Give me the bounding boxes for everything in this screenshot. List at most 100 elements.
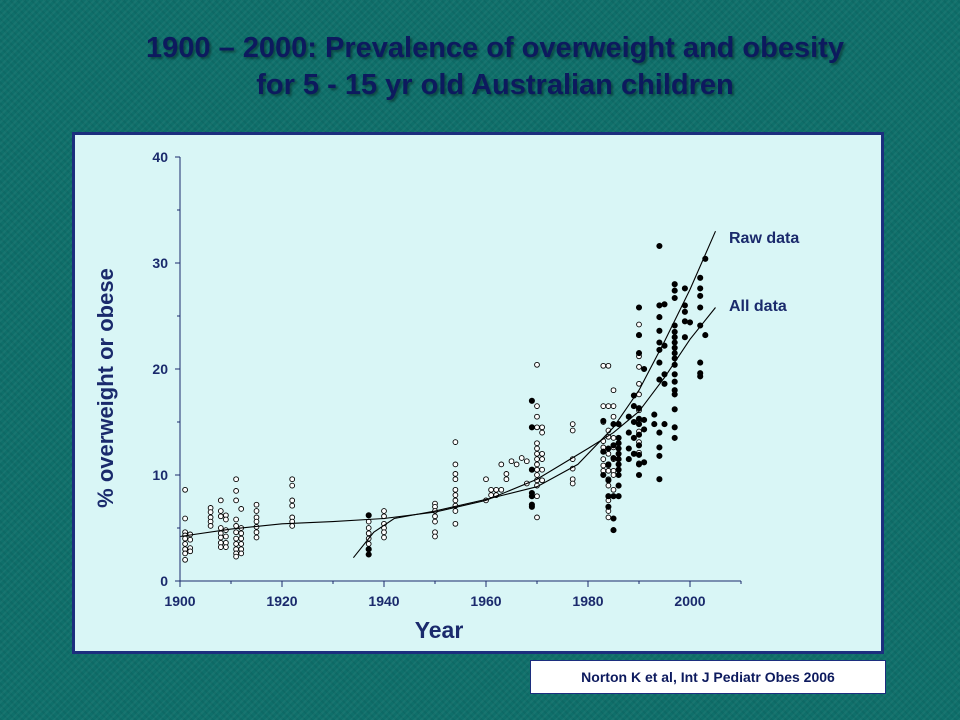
filled-data-point bbox=[697, 373, 704, 380]
filled-data-point bbox=[697, 274, 704, 281]
open-data-point bbox=[452, 497, 459, 504]
open-data-point bbox=[452, 492, 459, 498]
open-data-point bbox=[605, 467, 612, 474]
filled-data-point bbox=[656, 476, 663, 483]
open-data-point bbox=[365, 530, 372, 537]
marker-layer bbox=[182, 242, 709, 563]
open-data-point bbox=[223, 544, 229, 550]
trend-curve-raw-data bbox=[352, 230, 717, 559]
y-tick-label-40: 40 bbox=[152, 149, 168, 165]
filled-data-point bbox=[697, 292, 704, 299]
filled-data-point bbox=[605, 461, 612, 468]
filled-data-point bbox=[671, 434, 678, 441]
filled-data-point bbox=[625, 445, 632, 452]
filled-data-point bbox=[671, 281, 678, 288]
x-tick-label-1940: 1940 bbox=[368, 593, 399, 609]
filled-data-point bbox=[661, 301, 668, 308]
filled-data-point bbox=[671, 350, 678, 357]
curve-layer bbox=[179, 230, 717, 559]
filled-data-point bbox=[656, 327, 663, 334]
open-data-point bbox=[636, 321, 642, 328]
open-data-point bbox=[217, 544, 224, 550]
filled-data-point bbox=[656, 452, 663, 459]
open-data-point bbox=[233, 541, 239, 547]
filled-data-point bbox=[671, 287, 678, 294]
open-data-point bbox=[534, 403, 540, 409]
open-data-point bbox=[238, 535, 245, 542]
open-data-point bbox=[233, 523, 239, 529]
open-data-point bbox=[381, 508, 387, 514]
filled-data-point bbox=[528, 397, 535, 404]
scatter-chart: 0 10 20 30 40 1900 1920 1940 1960 1980 2000 Raw da… bbox=[93, 149, 799, 643]
filled-data-point bbox=[600, 471, 607, 479]
filled-data-point bbox=[702, 332, 709, 339]
open-data-point bbox=[600, 403, 607, 409]
open-data-point bbox=[539, 429, 545, 436]
filled-data-point bbox=[635, 332, 643, 339]
filled-data-point bbox=[630, 450, 637, 457]
open-data-point bbox=[610, 472, 617, 478]
open-data-point bbox=[488, 492, 494, 498]
filled-data-point bbox=[635, 461, 643, 468]
filled-data-point bbox=[528, 503, 535, 510]
filled-data-point bbox=[641, 365, 648, 373]
open-data-point bbox=[610, 486, 617, 493]
open-data-point bbox=[610, 403, 617, 409]
open-data-point bbox=[539, 456, 545, 462]
open-data-point bbox=[381, 534, 387, 541]
open-data-point bbox=[233, 553, 239, 560]
open-data-point bbox=[605, 450, 612, 457]
open-data-point bbox=[605, 362, 612, 369]
open-data-point bbox=[432, 513, 438, 520]
open-data-point bbox=[452, 520, 459, 527]
open-data-point bbox=[233, 535, 239, 542]
open-data-point bbox=[289, 502, 296, 509]
filled-data-point bbox=[605, 493, 612, 500]
filled-data-point bbox=[635, 431, 643, 438]
open-data-point bbox=[223, 533, 229, 540]
filled-data-point bbox=[600, 417, 607, 424]
open-data-point bbox=[534, 461, 540, 468]
x-tick-label-1920: 1920 bbox=[266, 593, 297, 609]
open-data-point bbox=[289, 482, 296, 489]
filled-data-point bbox=[656, 376, 663, 383]
filled-data-point bbox=[605, 503, 612, 510]
filled-data-point bbox=[635, 471, 643, 479]
filled-data-point bbox=[661, 421, 668, 428]
open-data-point bbox=[493, 486, 500, 493]
open-data-point bbox=[217, 497, 224, 504]
filled-data-point bbox=[615, 440, 622, 447]
filled-data-point bbox=[365, 512, 372, 519]
filled-data-point bbox=[625, 429, 632, 436]
filled-data-point bbox=[681, 285, 688, 292]
filled-data-point bbox=[615, 450, 622, 457]
citation-text: Norton K et al, Int J Pediatr Obes 2006 bbox=[581, 669, 835, 685]
filled-data-point bbox=[635, 350, 643, 357]
open-data-point bbox=[253, 518, 260, 525]
open-data-point bbox=[238, 541, 245, 547]
filled-data-point bbox=[671, 294, 678, 302]
filled-data-point bbox=[671, 378, 678, 385]
open-data-point bbox=[182, 541, 188, 547]
open-data-point bbox=[610, 435, 617, 441]
filled-data-point bbox=[651, 411, 658, 418]
slide-title-line-1: 1900 – 2000: Prevalence of overweight an… bbox=[146, 32, 844, 64]
y-tick-label-30: 30 bbox=[152, 255, 168, 271]
slide-title: 1900 – 2000: Prevalence of overweight an… bbox=[0, 30, 960, 104]
filled-data-point bbox=[528, 493, 535, 500]
open-data-point bbox=[289, 497, 296, 504]
filled-data-point bbox=[656, 339, 663, 346]
filled-data-point bbox=[635, 415, 643, 422]
open-data-point bbox=[534, 493, 540, 500]
x-tick-label-1900: 1900 bbox=[164, 593, 195, 609]
open-data-point bbox=[534, 424, 540, 431]
open-data-point bbox=[498, 486, 505, 493]
open-data-point bbox=[534, 456, 540, 462]
open-data-point bbox=[233, 529, 239, 536]
open-data-point bbox=[207, 509, 214, 515]
open-data-point bbox=[508, 458, 515, 465]
open-data-point bbox=[182, 556, 188, 563]
filled-data-point bbox=[630, 418, 637, 426]
open-data-point bbox=[534, 514, 540, 521]
filled-data-point bbox=[651, 421, 658, 428]
